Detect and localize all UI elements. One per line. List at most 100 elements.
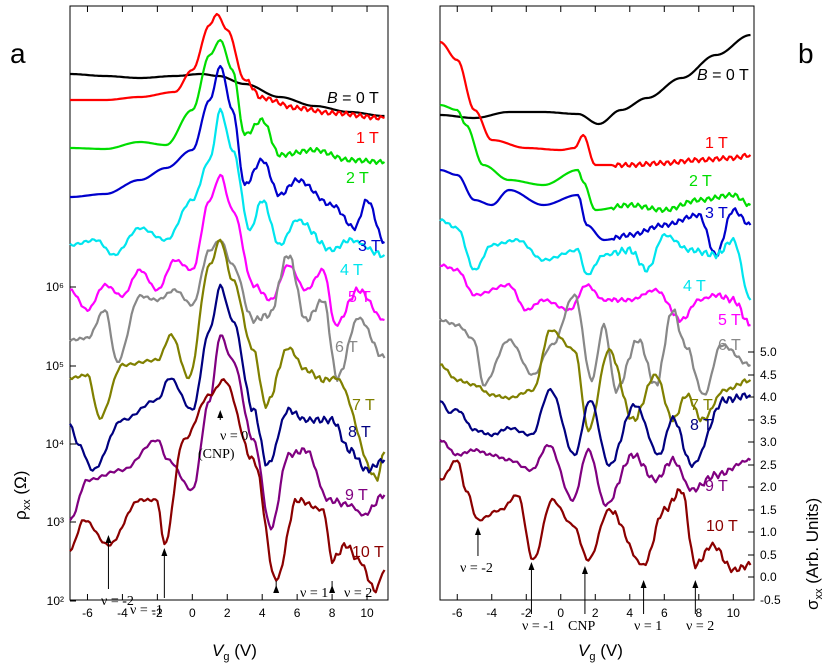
- series-line-10-T: [69, 378, 386, 594]
- series-line-5-T: [69, 173, 385, 327]
- annotation-label: ν = 2: [344, 586, 372, 601]
- annotation-label: ν = -1: [522, 619, 555, 634]
- annotation-arrowhead: [640, 580, 647, 588]
- x-tick-label: 8: [695, 606, 702, 620]
- panel-a-xlabel-unit: (V): [229, 641, 256, 660]
- curve-label: 5 T: [718, 312, 741, 329]
- curve-label: 7 T: [352, 397, 375, 414]
- annotation-arrowhead: [528, 562, 535, 570]
- panel-b-ylabel-unit: (Arb. Units): [803, 498, 822, 589]
- curve-label: 4 T: [683, 278, 706, 295]
- curve-label: 10 T: [706, 518, 738, 535]
- curve-label: B = 0 T: [697, 67, 749, 84]
- series-line-6-T: [69, 240, 386, 382]
- curve-label-suffix: = 0 T: [708, 67, 749, 84]
- series-line-4-T: [439, 218, 752, 301]
- panel-a-frame: [69, 5, 389, 601]
- annotation-arrowhead: [581, 566, 588, 574]
- panel-b-xlabel: Vg (V): [578, 641, 623, 663]
- annotation-arrowhead: [161, 548, 168, 556]
- curve-label: 6 T: [335, 339, 358, 356]
- x-tick-label: -6: [82, 606, 93, 620]
- curve-label: 2 T: [346, 170, 369, 187]
- y-tick-label: 3.0: [760, 435, 777, 449]
- curve-label: 5 T: [348, 289, 371, 306]
- y-tick-label: 10⁶: [46, 280, 64, 294]
- panel-a-ylabel-var: ρ: [11, 510, 30, 520]
- annotation-label: ν = 2: [686, 619, 714, 634]
- series-line-3-T: [70, 64, 385, 244]
- x-tick-label: 2: [224, 606, 231, 620]
- curve-label: 3 T: [705, 205, 728, 222]
- curve-label: 1 T: [705, 135, 728, 152]
- annotation-label: ν = -2: [101, 594, 134, 609]
- y-tick-label: 0.5: [760, 548, 777, 562]
- annotation-label: CNP: [568, 619, 595, 634]
- panel-a-annotations: ν = 0 (CNP) ν = -2ν = -1 ν = 1 ν = 2: [101, 410, 372, 618]
- curve-label: 2 T: [689, 173, 712, 190]
- x-tick-label: 8: [329, 606, 336, 620]
- series-line-B-eq-0-T: [440, 33, 751, 126]
- y-tick-label: 4.0: [760, 390, 777, 404]
- panel-b-curve-labels: B = 0 T 1 T 2 T 3 T 4 T 5 T 6 T 7 T 8 T 9 T 10 T: [683, 67, 749, 535]
- x-tick-label: -2: [521, 606, 532, 620]
- panel-a-xlabel: Vg (V): [212, 641, 257, 663]
- panel-a-ylabel-unit: (Ω): [11, 471, 30, 500]
- panel-b-frame: [439, 5, 755, 601]
- panel-a-y-ticks: 10² 10³ 10⁴ 10⁵ 10⁶: [45, 280, 76, 608]
- x-tick-label: 10: [727, 606, 741, 620]
- x-tick-label: -6: [452, 606, 463, 620]
- series-line-4-T: [69, 107, 386, 259]
- annotation-arrowhead: [329, 585, 336, 593]
- x-tick-label: 10: [360, 606, 374, 620]
- curve-label: 8 T: [348, 424, 371, 441]
- series-line-7-T: [69, 238, 386, 482]
- y-tick-label: -0.5: [760, 593, 781, 607]
- annotation-arrowhead: [105, 535, 112, 543]
- curve-label: 4 T: [340, 262, 363, 279]
- panel-b-xlabel-unit: (V): [595, 641, 622, 660]
- series-line-9-T: [69, 334, 386, 531]
- y-tick-label: 3.5: [760, 413, 777, 427]
- annotation-label-2: (CNP): [198, 447, 235, 462]
- panel-a: -6 -4 -2 0 2 4 6 8 10 10² 10³ 10⁴ 10⁵ 10⁶ B = 0 T 1 T…: [11, 5, 389, 663]
- panel-b-xlabel-var: V: [578, 641, 591, 660]
- x-tick-label: 4: [259, 606, 266, 620]
- panel-b-ylabel-var: σ: [803, 599, 822, 610]
- curve-label: 1 T: [356, 130, 379, 147]
- x-tick-label: 0: [557, 606, 564, 620]
- y-tick-label: 0.0: [760, 570, 777, 584]
- x-tick-label: 6: [661, 606, 668, 620]
- y-tick-label: 1.0: [760, 525, 777, 539]
- series-line-2-T: [439, 103, 752, 213]
- panel-b-curves: [439, 33, 752, 574]
- panel-a-x-ticks: -6 -4 -2 0 2 4 6 8 10: [82, 6, 374, 620]
- x-tick-label: -2: [152, 606, 163, 620]
- x-tick-label: 0: [189, 606, 196, 620]
- x-tick-label: 2: [592, 606, 599, 620]
- panel-b-y-ticks: -0.5 0.0 0.5 1.0 1.5 2.0 2.5 3.0 3.5 4.0 4.5 5.0: [748, 345, 781, 607]
- y-tick-label: 2.0: [760, 480, 777, 494]
- curve-label: 8 T: [690, 417, 713, 434]
- curve-label: B = 0 T: [327, 90, 379, 107]
- y-tick-label: 2.5: [760, 458, 777, 472]
- panel-b-ylabel-sub: xx: [813, 588, 825, 600]
- series-line-6-T: [439, 293, 751, 396]
- panel-label-b: b: [798, 38, 814, 69]
- curve-label-var: B: [327, 90, 338, 107]
- annotation-label: ν = 1: [300, 586, 328, 601]
- panel-b-xlabel-sub: g: [589, 651, 595, 663]
- panel-a-curves: [69, 12, 386, 594]
- annotation-arrowhead: [692, 580, 699, 588]
- series-line-2-T: [70, 38, 386, 165]
- curve-label: 9 T: [345, 487, 368, 504]
- annotation-arrowhead: [273, 585, 280, 593]
- y-tick-label: 10³: [47, 515, 64, 529]
- panel-b: -6 -4 -2 0 2 4 6 8 10 -0.5 0.0 0.5 1.0 1.5 2.0 2.5 3.0 3…: [439, 5, 825, 663]
- series-line-10-T: [439, 459, 752, 574]
- y-tick-label: 10⁵: [46, 359, 64, 373]
- annotation-label: ν = 1: [634, 619, 662, 634]
- panel-label-a: a: [10, 38, 26, 69]
- annotation-label: ν = 0: [220, 429, 248, 444]
